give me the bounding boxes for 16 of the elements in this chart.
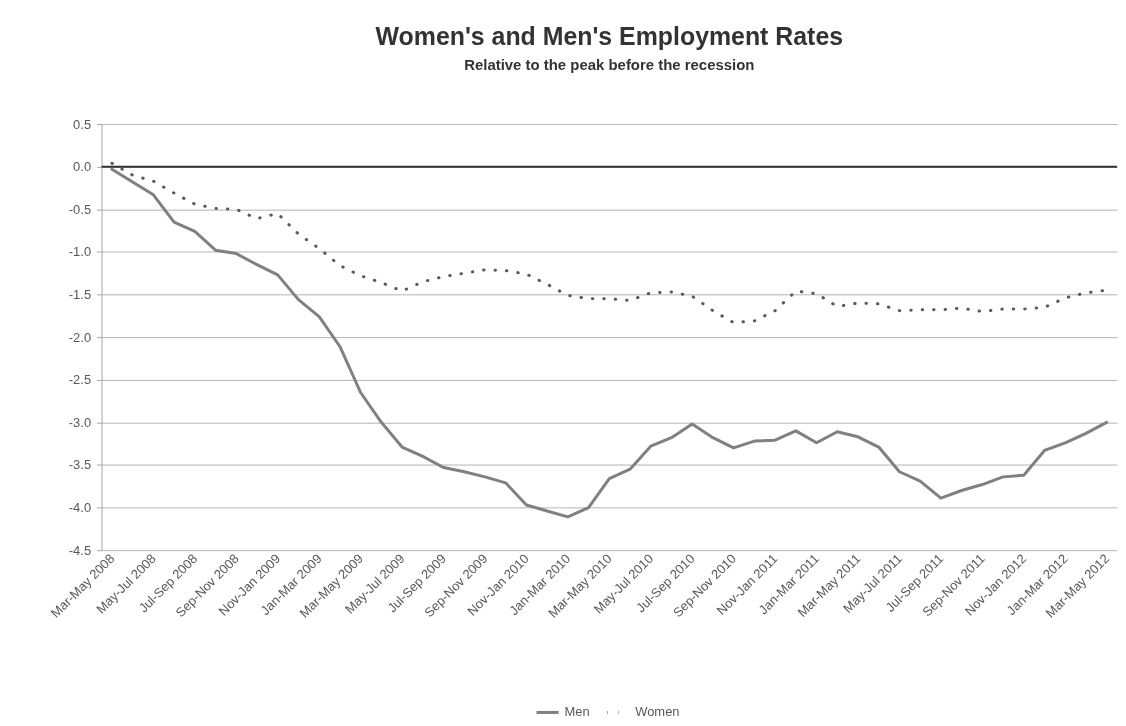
chart-title: Women's and Men's Employment Rates bbox=[375, 22, 844, 51]
legend-label: Women bbox=[635, 704, 680, 720]
y-tick-label: -3.0 bbox=[68, 414, 92, 430]
y-tick-label: -4.5 bbox=[68, 542, 92, 558]
y-tick-label: -1.0 bbox=[68, 244, 92, 260]
legend-label: Men bbox=[564, 704, 590, 720]
y-tick-label: -1.5 bbox=[68, 286, 92, 302]
y-tick-label: -3.5 bbox=[68, 457, 92, 473]
y-tick-label: -2.0 bbox=[68, 329, 92, 345]
y-tick-label: -0.5 bbox=[68, 201, 92, 217]
chart-subtitle: Relative to the peak before the recession bbox=[464, 56, 755, 74]
y-tick-label: -4.0 bbox=[68, 500, 92, 516]
line-series bbox=[110, 167, 1109, 519]
y-tick-label: -2.5 bbox=[68, 372, 92, 388]
y-tick-label: 0.0 bbox=[73, 159, 92, 175]
y-tick-label: 0.5 bbox=[73, 116, 92, 132]
